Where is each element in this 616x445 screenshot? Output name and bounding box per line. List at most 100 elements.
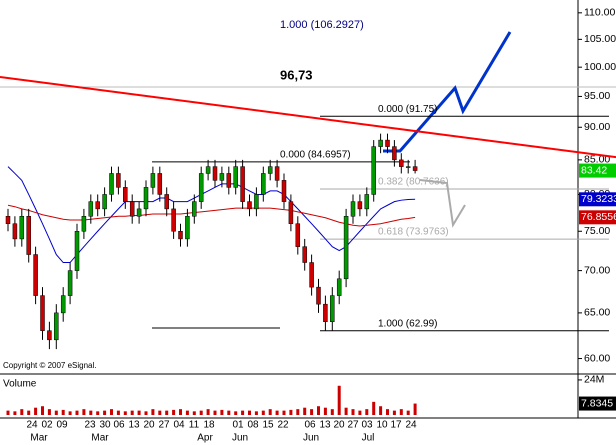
volume-bar — [89, 410, 93, 415]
fib-label: 1.000 (62.99) — [378, 318, 438, 329]
x-day-label: 03 — [361, 420, 373, 431]
candle-body — [88, 201, 94, 217]
volume-bar — [351, 409, 355, 415]
candle-body — [12, 223, 18, 240]
volume-bar — [282, 410, 286, 415]
volume-bar — [13, 411, 17, 415]
volume-bar — [137, 410, 141, 415]
x-day-label: 08 — [247, 420, 259, 431]
candle-body — [198, 173, 204, 202]
trendline — [0, 75, 616, 159]
volume-tag-label: 7.8345 — [581, 397, 613, 409]
volume-bar — [254, 411, 258, 415]
candle-body — [364, 194, 370, 210]
x-month-label: Mar — [91, 433, 109, 444]
candle-body — [19, 216, 25, 240]
candle-body — [81, 216, 87, 232]
volume-bar — [54, 410, 58, 415]
value-tag-label: 79.3233 — [581, 193, 616, 205]
projection-path-gray — [419, 179, 466, 228]
volume-bar — [317, 406, 320, 415]
copyright: Copyright © 2007 eSignal. — [3, 361, 97, 370]
volume-bar — [261, 410, 265, 415]
candle-body — [336, 278, 342, 296]
x-day-label: 01 — [232, 420, 244, 431]
x-day-label: 24 — [26, 420, 38, 431]
candle-body — [74, 231, 80, 271]
volume-bar — [372, 401, 376, 415]
y-tick-label: 100.00 — [584, 61, 616, 73]
x-day-label: 20 — [333, 420, 345, 431]
fib-label: 0.382 (80.7636) — [378, 177, 449, 188]
y-tick-label: 95.00 — [584, 90, 610, 102]
candle-body — [40, 295, 45, 331]
candle-body — [212, 166, 218, 181]
volume-bar — [365, 409, 369, 415]
candle-body — [123, 187, 128, 202]
x-day-label: 09 — [56, 420, 68, 431]
volume-bar — [399, 409, 403, 415]
value-tag — [579, 210, 616, 225]
x-day-label: 24 — [405, 420, 417, 431]
volume-bar — [27, 410, 31, 415]
x-day-label: 18 — [203, 420, 215, 431]
value-tag-label: 76.8556 — [581, 211, 616, 223]
y-tick-label: 85.00 — [584, 154, 610, 166]
candle-body — [33, 254, 38, 296]
candle-body — [392, 146, 397, 161]
candle-body — [247, 201, 252, 210]
candle-body — [192, 201, 197, 217]
y-tick-label: 90.00 — [584, 121, 610, 133]
y-tick-label: 105.00 — [584, 33, 616, 45]
volume-bar — [413, 403, 417, 415]
candle-body — [143, 187, 149, 210]
volume-bar — [241, 410, 245, 415]
candle-body — [185, 216, 190, 240]
volume-bar — [296, 409, 300, 415]
x-month-label: Jun — [232, 433, 248, 444]
fib-label: 0.000 (91.75) — [378, 104, 438, 115]
candle-body — [323, 303, 328, 322]
candle-body — [136, 208, 142, 217]
volume-bar — [165, 410, 169, 415]
candle-body — [309, 262, 314, 288]
x-day-label: 30 — [99, 420, 111, 431]
volume-bar — [6, 410, 10, 415]
y-tick-label: 110.00 — [584, 7, 615, 19]
x-day-label: 06 — [304, 420, 316, 431]
volume-bar — [323, 407, 327, 415]
candle-body — [350, 201, 356, 217]
candle-body — [109, 173, 114, 195]
volume-bar — [344, 407, 348, 415]
x-month-label: Mar — [30, 433, 48, 444]
x-day-label: 06 — [113, 420, 125, 431]
volume-bar — [179, 409, 182, 415]
candle-body — [378, 139, 383, 147]
x-month-label: Jun — [303, 433, 319, 444]
value-tag — [579, 192, 616, 207]
volume-tick-label: 24M — [584, 374, 604, 386]
volume-bar — [234, 411, 238, 415]
candle-body — [240, 166, 245, 202]
volume-bar — [172, 409, 176, 415]
candle-body — [47, 330, 52, 341]
candle-body — [26, 216, 31, 255]
candle-body — [164, 194, 169, 210]
volume-bar — [379, 406, 383, 415]
x-day-label: 11 — [189, 420, 200, 431]
candle-body — [399, 159, 404, 167]
volume-bar — [34, 407, 38, 415]
volume-bar — [123, 411, 127, 415]
volume-bar — [68, 411, 72, 415]
volume-bar — [151, 409, 155, 415]
value-tag — [579, 163, 616, 178]
x-day-label: 22 — [277, 420, 289, 431]
x-month-label: Apr — [197, 433, 213, 444]
x-day-label: 27 — [158, 420, 170, 431]
candle-body — [274, 166, 280, 181]
volume-bar — [386, 409, 389, 415]
volume-bar — [96, 411, 100, 415]
volume-bar — [61, 409, 65, 415]
y-tick-label: 60.00 — [584, 352, 610, 364]
